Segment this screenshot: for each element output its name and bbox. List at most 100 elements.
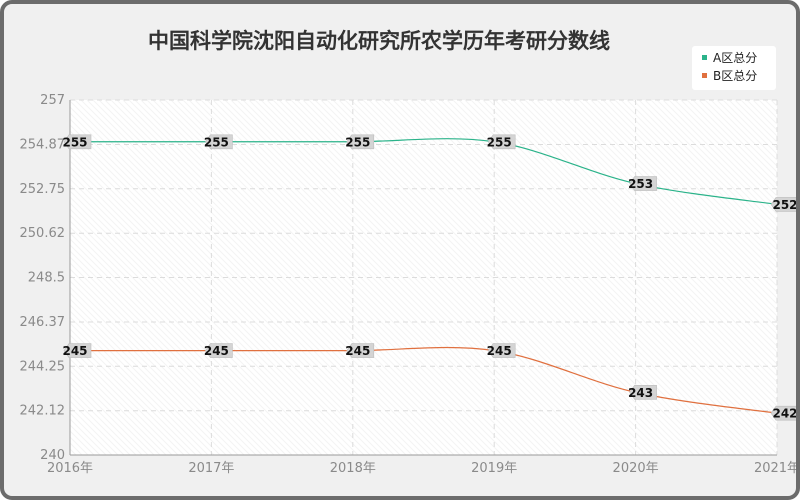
- plot-hatch-line: [69, 112, 413, 456]
- plot-hatch-line: [662, 99, 778, 215]
- data-label-box: [487, 134, 516, 150]
- plot-hatch-line: [452, 99, 778, 425]
- x-tick-label: 2020年: [613, 461, 659, 476]
- data-label: 245: [62, 343, 92, 358]
- data-label: 255: [345, 134, 375, 149]
- data-label-text: 245: [204, 344, 229, 358]
- plot-hatch-line: [69, 286, 239, 456]
- plot-hatch-line: [596, 99, 778, 281]
- plot-hatch-line: [69, 310, 215, 456]
- plot-hatch-line: [98, 99, 455, 456]
- y-tick-label: 242.12: [20, 404, 66, 419]
- plot-hatch-line: [69, 196, 329, 456]
- data-label: 255: [62, 134, 92, 149]
- plot-hatch-line: [728, 99, 778, 149]
- plot-hatch-line: [770, 99, 778, 107]
- plot-hatch-line: [69, 226, 299, 456]
- y-tick-label: 257: [40, 93, 65, 108]
- plot-hatch-line: [566, 99, 778, 311]
- plot-hatch-line: [69, 322, 203, 456]
- plot-hatch-line: [668, 99, 778, 209]
- plot-hatch-line: [158, 99, 515, 456]
- legend: A区总分 B区总分: [692, 46, 776, 90]
- plot-hatch-line: [69, 292, 233, 456]
- y-tick-label: 250.62: [20, 226, 66, 241]
- plot-hatch-line: [734, 99, 778, 143]
- plot-hatch-line: [69, 124, 401, 456]
- plot-hatch-line: [69, 202, 323, 456]
- plot-hatch-line: [69, 268, 257, 456]
- plot-hatch-line: [69, 172, 353, 456]
- plot-hatch-line: [69, 100, 425, 456]
- plot-hatch-line: [69, 262, 263, 456]
- plot-hatch-line: [644, 99, 778, 233]
- plot-hatch-line: [69, 250, 275, 456]
- data-label-box: [63, 343, 92, 358]
- data-label-box: [629, 385, 657, 400]
- data-label: 242: [770, 405, 796, 421]
- plot-hatch-line: [446, 99, 778, 431]
- plot-hatch-line: [758, 99, 778, 119]
- plot-hatch-line: [524, 99, 778, 353]
- plot-hatch-line: [374, 99, 731, 456]
- x-tick-label: 2017年: [188, 461, 234, 476]
- plot-hatch-line: [488, 99, 778, 389]
- plot-hatch-line: [440, 99, 778, 437]
- y-tick-label: 246.37: [20, 315, 66, 330]
- plot-hatch-line: [686, 99, 778, 191]
- plot-hatch-line: [69, 106, 419, 456]
- plot-hatch-line: [69, 136, 389, 456]
- plot-hatch-line: [332, 99, 689, 456]
- plot-hatch-line: [69, 442, 83, 456]
- plot-hatch-line: [69, 430, 95, 456]
- plot-hatch-line: [506, 99, 778, 371]
- plot-hatch-line: [69, 184, 341, 456]
- plot-hatch-line: [392, 99, 749, 456]
- plot-hatch-line: [69, 160, 365, 456]
- line-chart: 中国科学院沈阳自动化研究所农学历年考研分数线 A区总分 B区总分 257 254.…: [20, 29, 796, 476]
- plot-hatch-line: [434, 99, 778, 443]
- plot-hatch-line: [260, 99, 617, 456]
- legend-swatch-b: [702, 73, 707, 78]
- plot-hatch-line: [482, 99, 778, 395]
- plot-hatch-line: [284, 99, 641, 456]
- plot-hatch-line: [152, 99, 509, 456]
- plot-hatch-line: [428, 99, 778, 449]
- plot-hatch-line: [69, 238, 287, 456]
- plot-hatch-line: [69, 130, 395, 456]
- data-label-text: 255: [487, 135, 512, 149]
- data-label-text: 245: [62, 344, 87, 358]
- plot-hatch-line: [134, 99, 491, 456]
- chart-title: 中国科学院沈阳自动化研究所农学历年考研分数线: [148, 29, 610, 53]
- data-label: 245: [204, 343, 233, 358]
- plot-hatch-line: [69, 220, 305, 456]
- plot-hatch-line: [69, 394, 131, 456]
- data-label-text: 245: [487, 344, 512, 358]
- data-label-box: [770, 197, 796, 212]
- plot-hatch-line: [206, 99, 563, 456]
- plot-hatch-line: [674, 99, 778, 203]
- plot-hatch-line: [422, 99, 778, 455]
- plot-hatch-line: [69, 118, 407, 456]
- plot-hatch-line: [656, 99, 778, 221]
- plot-hatch-line: [69, 346, 179, 456]
- plot-hatch-line: [278, 99, 635, 456]
- plot-hatch-line: [368, 99, 725, 456]
- plot-hatch-line: [69, 232, 293, 456]
- data-label: 243: [628, 385, 657, 400]
- plot-hatch-line: [464, 99, 778, 413]
- plot-hatch-line: [458, 99, 778, 419]
- plot-hatch-line: [194, 99, 551, 456]
- data-label-box: [487, 343, 516, 358]
- plot-hatch-line: [69, 406, 119, 456]
- plot-hatch-line: [650, 99, 778, 227]
- plot-hatch-line: [69, 148, 377, 456]
- data-label: 245: [487, 343, 516, 358]
- plot-hatch-line: [752, 99, 778, 125]
- plot-hatch-line: [170, 99, 527, 456]
- plot-hatch-line: [69, 316, 209, 456]
- plot-hatch-line: [404, 99, 761, 456]
- data-label-text: 255: [62, 135, 87, 149]
- data-label: 253: [628, 176, 657, 191]
- plot-hatch-line: [638, 99, 778, 239]
